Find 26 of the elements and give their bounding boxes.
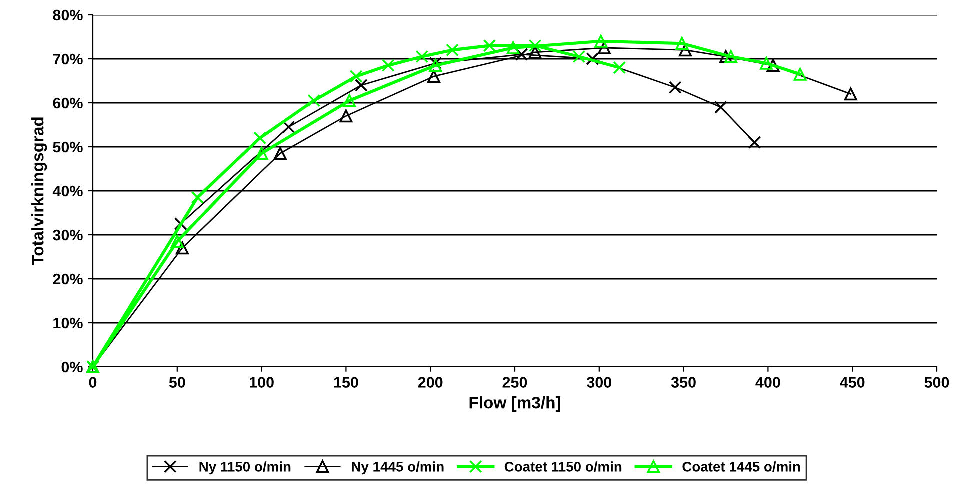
x-tick-label: 50: [169, 377, 186, 388]
x-tick-label: 350: [671, 377, 696, 388]
x-tick-label: 150: [334, 377, 358, 388]
x-tick-label: 450: [840, 377, 865, 388]
y-tick-label: 20%: [53, 274, 83, 285]
y-tick-label: 10%: [54, 318, 83, 329]
legend-label: Ny 1445 o/min: [352, 462, 444, 475]
x-tick-label: 100: [250, 377, 274, 388]
y-tick-label: 50%: [53, 142, 83, 153]
x-tick-label: 0: [89, 377, 97, 388]
y-tick-label: 80%: [53, 10, 83, 21]
y-tick-label: 0%: [62, 362, 83, 373]
x-tick-label: 300: [587, 377, 612, 388]
x-tick-label: 500: [924, 377, 950, 388]
x-tick-label: 400: [756, 377, 780, 388]
y-tick-label: 30%: [53, 230, 83, 241]
x-tick-label: 250: [502, 377, 528, 388]
legend-label: Coatet 1445 o/min: [682, 462, 800, 472]
x-axis-title: Flow [m3/h]: [470, 396, 560, 412]
y-tick-label: 40%: [52, 186, 83, 197]
y-tick-label: 60%: [53, 98, 83, 109]
y-tick-label: 70%: [53, 54, 83, 65]
y-axis-title: Totalvirkningsgrad: [32, 118, 48, 266]
legend-label: Ny 1150 o/min: [200, 462, 291, 475]
x-tick-label: 200: [418, 377, 443, 388]
legend-label: Coatet 1150 o/min: [504, 462, 622, 472]
